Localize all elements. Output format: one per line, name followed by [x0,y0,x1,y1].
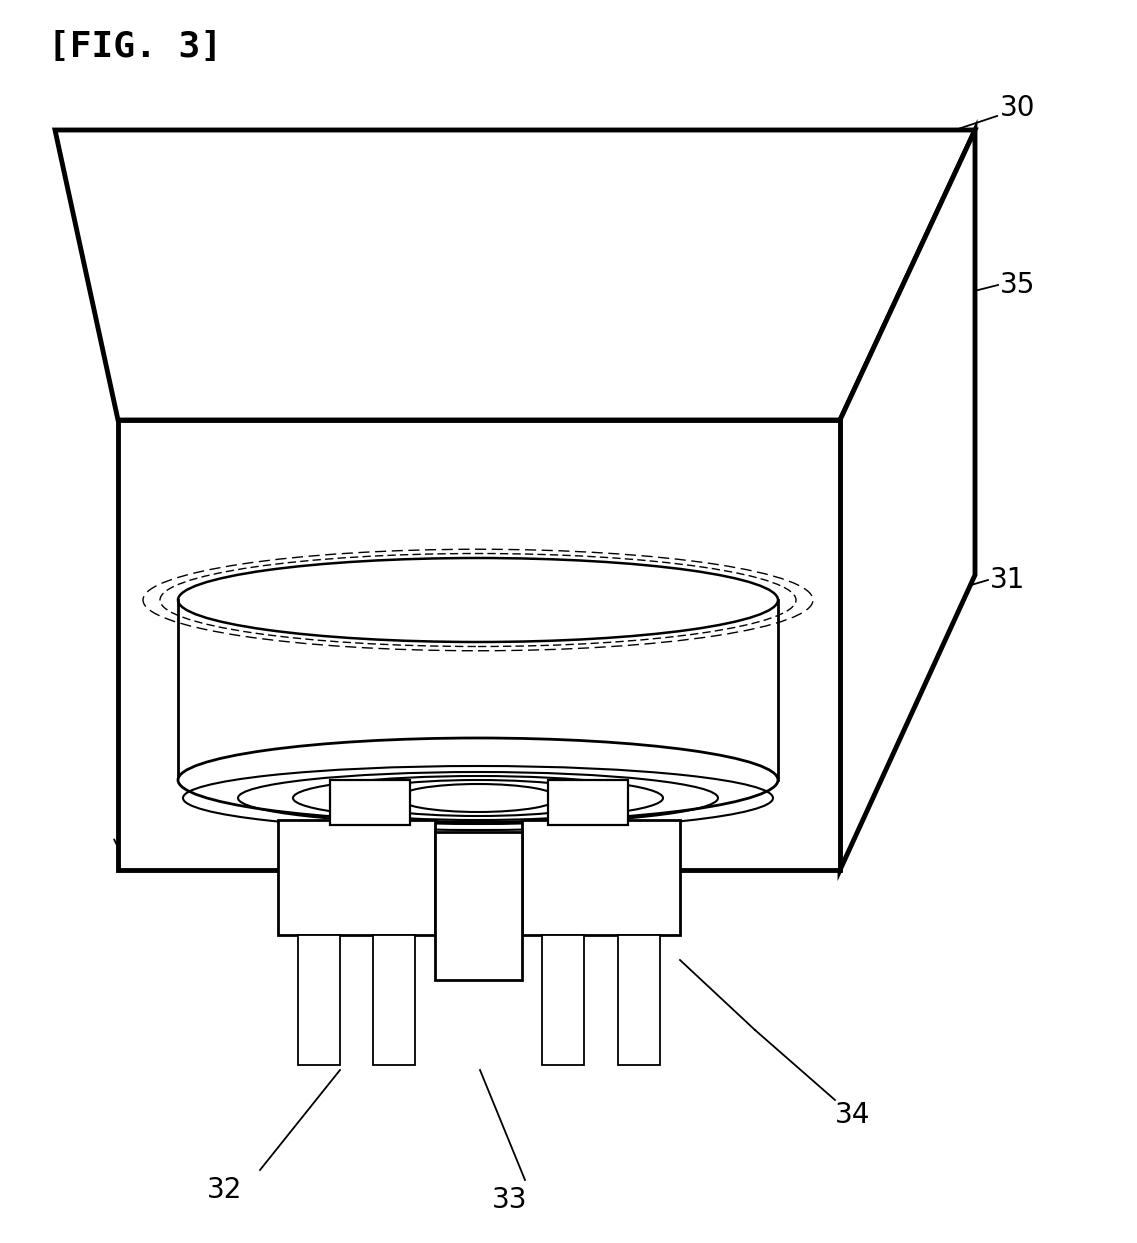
Bar [619,935,659,1065]
Bar [435,832,522,979]
Text: 31: 31 [990,566,1026,594]
Text: 30: 30 [1001,94,1036,122]
Bar [373,935,415,1065]
Text: 34: 34 [835,1101,871,1129]
Bar [542,935,584,1065]
Text: [FIG. 3]: [FIG. 3] [48,30,222,63]
Ellipse shape [179,738,778,822]
Polygon shape [55,131,976,420]
Bar [548,781,628,825]
Bar [279,820,435,935]
Text: 33: 33 [492,1186,528,1214]
Bar [522,820,680,935]
Bar [330,781,410,825]
Bar [298,935,340,1065]
Text: 35: 35 [1001,271,1036,300]
Text: 32: 32 [207,1176,242,1204]
Polygon shape [840,131,976,870]
Polygon shape [118,420,840,870]
